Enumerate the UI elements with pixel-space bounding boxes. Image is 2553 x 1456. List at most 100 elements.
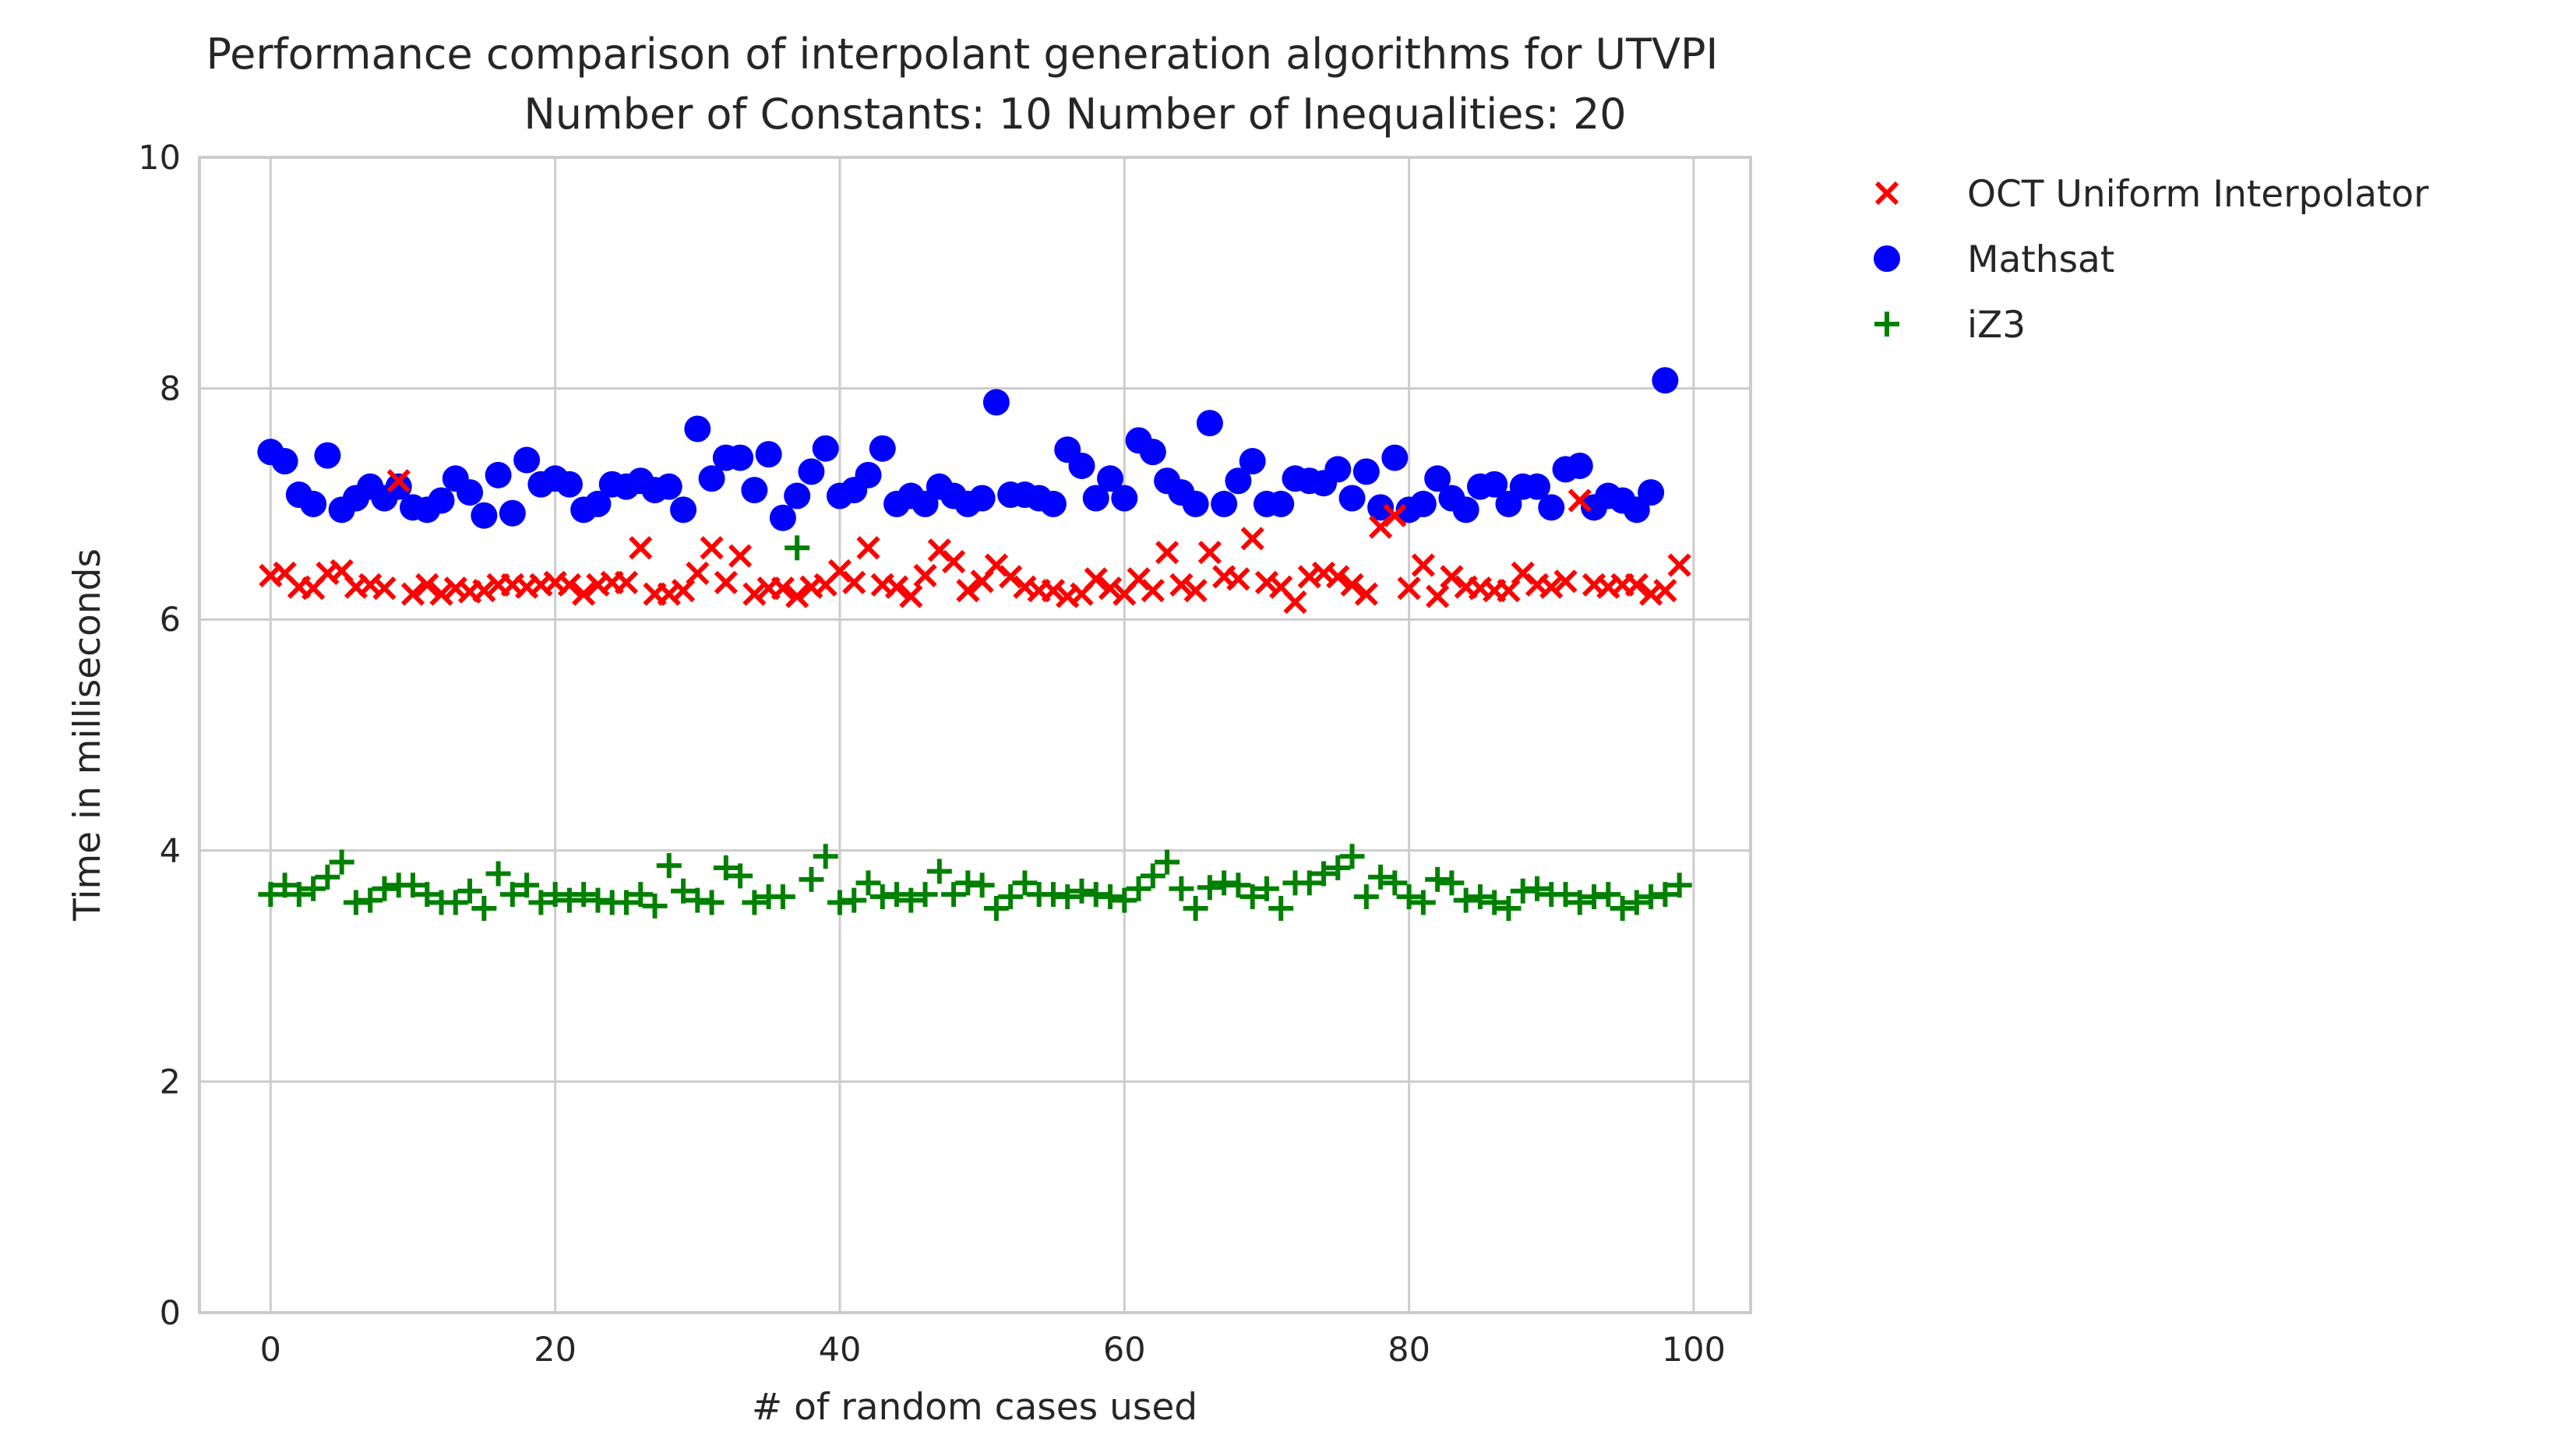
oct-point <box>1240 527 1264 551</box>
mathsat-point <box>1409 490 1437 517</box>
iz3-point <box>941 882 967 908</box>
mathsat-point <box>1039 490 1067 517</box>
mathsat-point <box>1139 439 1166 466</box>
iz3-point <box>1169 876 1194 901</box>
y-tick-label: 2 <box>160 1063 181 1102</box>
x-tick-label: 0 <box>260 1331 281 1370</box>
oct-point <box>429 582 453 606</box>
oct-point <box>1653 579 1677 603</box>
iz3-point <box>1439 870 1465 896</box>
mathsat-point <box>1524 473 1551 500</box>
iz3-point <box>528 890 554 915</box>
iz3-point <box>1652 882 1678 908</box>
iz3-point <box>613 890 639 915</box>
iz3-point <box>912 882 938 908</box>
oct-point <box>1226 567 1250 591</box>
mathsat-point <box>684 415 711 442</box>
iz3-point <box>258 882 284 908</box>
oct-point <box>999 565 1023 589</box>
oct-point <box>1426 584 1450 608</box>
y-tick-label: 0 <box>160 1294 181 1333</box>
x-tick-labels: 0 20 40 60 80 100 <box>260 1331 1726 1370</box>
mathsat-point <box>1211 490 1238 517</box>
iz3-point <box>514 873 540 898</box>
mathsat-point <box>1196 410 1223 437</box>
iz3-point <box>742 890 767 915</box>
oct-point <box>1411 553 1436 577</box>
grid <box>199 156 1751 1314</box>
iz3-point <box>884 882 910 908</box>
oct-point <box>1553 569 1578 594</box>
iz3-point <box>770 884 795 910</box>
iz3-point <box>1311 861 1337 887</box>
oct-point <box>1383 503 1407 527</box>
iz3-point <box>1140 863 1165 889</box>
iz3-point <box>1396 884 1422 910</box>
iz3-point <box>329 849 354 875</box>
legend-marker-circle <box>1874 245 1900 272</box>
legend-label: Mathsat <box>1967 238 2114 281</box>
iz3-point <box>1482 890 1507 915</box>
mathsat-point <box>555 471 583 498</box>
iz3-point <box>400 873 425 898</box>
oct-point <box>1340 573 1364 597</box>
oct-point <box>742 582 767 606</box>
iz3-point <box>628 882 654 908</box>
iz3-point <box>1610 895 1635 921</box>
mathsat-point <box>812 435 839 462</box>
iz3-point <box>1112 887 1137 913</box>
oct-point <box>557 573 582 597</box>
mathsat-point <box>1268 490 1295 517</box>
iz3-point <box>485 861 511 887</box>
mathsat-point <box>300 490 327 517</box>
mathsat-point <box>584 490 612 517</box>
mathsat-point <box>428 487 455 514</box>
mathsat-point <box>1652 367 1679 394</box>
legend-marker-plus <box>1874 312 1899 337</box>
mathsat-point <box>1481 471 1508 498</box>
y-tick-label: 8 <box>160 370 181 409</box>
iz3-point <box>1467 884 1493 910</box>
oct-point <box>728 544 753 568</box>
oct-point <box>657 582 681 606</box>
iz3-point <box>443 890 468 915</box>
oct-point <box>686 561 710 586</box>
iz3-point <box>998 884 1024 910</box>
mathsat-point <box>784 482 811 509</box>
mathsat-point <box>1452 496 1479 524</box>
x-axis-label: # of random cases used <box>752 1386 1197 1429</box>
oct-point <box>1141 579 1165 603</box>
oct-point <box>614 570 639 594</box>
x-tick-label: 60 <box>1103 1331 1146 1370</box>
oct-point <box>1297 565 1321 589</box>
iz3-point <box>813 844 838 869</box>
oct-point <box>572 582 596 606</box>
oct-point <box>629 536 653 560</box>
iz3-point <box>642 893 668 918</box>
mathsat-point <box>1225 467 1252 495</box>
oct-point <box>770 576 795 601</box>
iz3-point <box>1368 864 1394 890</box>
iz3-point <box>1624 890 1649 915</box>
mathsat-point <box>982 389 1010 416</box>
iz3-point <box>1254 876 1279 901</box>
iz3-point <box>728 863 753 889</box>
iz3-point <box>656 853 682 879</box>
mathsat-point <box>513 446 541 474</box>
iz3-point <box>301 876 326 901</box>
oct-point <box>941 549 966 574</box>
oct-point <box>785 584 809 608</box>
iz3-point <box>1296 870 1322 896</box>
oct-point <box>1098 576 1123 601</box>
oct-point <box>856 536 880 560</box>
data-marks <box>257 367 1692 921</box>
mathsat-point <box>485 461 512 488</box>
oct-point <box>1567 488 1592 513</box>
iz3-point <box>286 882 312 908</box>
oct-point <box>884 575 909 599</box>
mathsat-point <box>755 441 782 468</box>
iz3-point <box>1325 855 1351 881</box>
iz3-point <box>1225 873 1251 898</box>
mathsat-point <box>741 477 768 504</box>
y-axis-label: Time in milliseconds <box>66 548 109 922</box>
